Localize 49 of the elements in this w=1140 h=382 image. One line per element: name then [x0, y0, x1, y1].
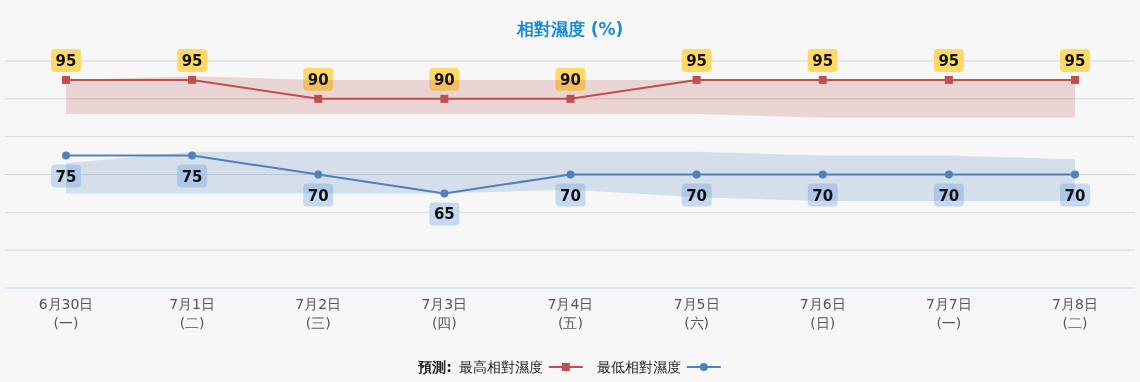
- data-label: 75: [55, 167, 77, 186]
- data-label: 95: [938, 51, 960, 70]
- data-label: 95: [55, 51, 77, 70]
- chart-title: 相對濕度 (%): [515, 19, 624, 39]
- data-label: 95: [181, 51, 203, 70]
- data-label: 70: [686, 186, 708, 205]
- x-tick-label: 7月2日 (三): [295, 296, 342, 331]
- legend-label: 最高相對濕度: [458, 359, 543, 375]
- point: [188, 75, 197, 84]
- legend-label: 最低相對濕度: [596, 359, 681, 375]
- x-tick-label: 7月4日 (五): [547, 296, 594, 331]
- point: [944, 170, 953, 179]
- point: [62, 151, 70, 160]
- point: [440, 189, 449, 198]
- point: [944, 75, 953, 84]
- point: [692, 170, 701, 179]
- point: [1071, 75, 1079, 84]
- data-label: 90: [307, 70, 329, 89]
- point: [566, 170, 575, 179]
- point: [818, 170, 827, 179]
- data-label: 70: [812, 186, 834, 205]
- data-label: 70: [1064, 186, 1086, 205]
- data-label: 90: [433, 70, 455, 89]
- data-label: 70: [560, 186, 581, 205]
- data-label: 95: [686, 51, 708, 70]
- x-tick-label: 7月5日 (六): [673, 296, 720, 331]
- x-tick-label: 7月3日 (四): [421, 296, 468, 331]
- data-label: 90: [560, 70, 581, 89]
- x-tick-label: 6月30日 (一): [38, 296, 94, 331]
- legend-title: 預測:: [417, 359, 452, 375]
- x-tick-label: 7月1日 (二): [169, 296, 216, 331]
- data-label: 75: [181, 167, 203, 186]
- x-tick-label: 7月6日 (日): [799, 296, 846, 331]
- point: [566, 94, 575, 103]
- data-label: 65: [433, 205, 455, 224]
- data-label: 95: [1064, 51, 1086, 70]
- point: [62, 75, 70, 84]
- data-label: 70: [938, 186, 960, 205]
- point: [818, 75, 827, 84]
- point: [692, 75, 701, 84]
- point: [188, 151, 197, 160]
- data-label: 95: [812, 51, 834, 70]
- x-tick-label: 7月7日 (一): [925, 296, 972, 331]
- x-tick-label: 7月8日 (二): [1052, 296, 1098, 331]
- point: [314, 170, 323, 179]
- data-label: 70: [307, 186, 329, 205]
- point: [314, 94, 323, 103]
- point: [1071, 170, 1079, 179]
- point: [440, 94, 449, 103]
